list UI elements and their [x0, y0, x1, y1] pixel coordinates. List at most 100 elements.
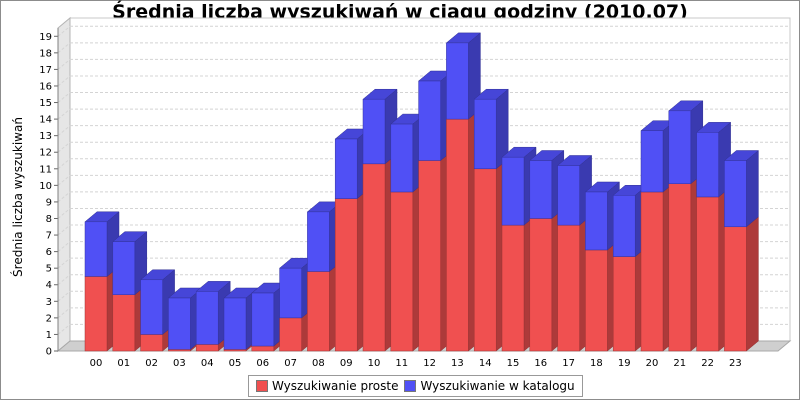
x-tick-label: 04	[201, 358, 214, 369]
bar-catalog-front	[112, 241, 136, 295]
y-tick-label: 13	[39, 131, 52, 142]
bar-simple-front	[418, 160, 441, 352]
bar-simple-front	[112, 294, 136, 352]
x-tick-label: 08	[312, 358, 325, 369]
gridline-side	[57, 307, 71, 319]
bar-catalog-front	[195, 291, 219, 345]
bar-simple-front	[724, 226, 747, 352]
bar-simple-front	[279, 317, 302, 352]
gridline-side	[57, 324, 71, 335]
x-tick-label: 01	[117, 358, 130, 369]
gridline-side	[57, 274, 71, 286]
x-tick-label: 06	[256, 358, 269, 369]
gridline-side	[57, 92, 71, 103]
gridline-side	[57, 125, 71, 137]
legend-swatch-simple	[256, 380, 268, 392]
gridline-side	[57, 75, 71, 87]
gridline-side	[57, 290, 71, 302]
bar-catalog-front	[473, 98, 497, 170]
y-tick-label: 8	[46, 214, 52, 225]
legend-swatch-catalog	[404, 380, 417, 392]
bar-catalog-front	[418, 80, 441, 161]
bar-simple-front	[251, 345, 275, 352]
x-tick-label: 23	[729, 358, 742, 369]
bar-simple-front	[140, 334, 163, 352]
legend-label-catalog: Wyszukiwanie w katalogu	[420, 379, 575, 393]
bar-simple-front	[195, 344, 219, 352]
bar-catalog-front	[724, 160, 747, 228]
x-tick-label: 05	[229, 358, 242, 369]
bar-catalog-front	[140, 279, 163, 335]
y-tick-label: 10	[39, 181, 52, 192]
x-tick-label: 09	[340, 358, 353, 369]
x-tick-label: 10	[368, 358, 381, 369]
y-tick-label: 12	[39, 148, 52, 159]
x-tick-label: 16	[534, 358, 547, 369]
gridline-side	[57, 108, 71, 120]
y-tick-label: 18	[39, 48, 52, 59]
gridline-side	[57, 59, 71, 70]
x-tick-label: 13	[451, 358, 464, 369]
gridline-side	[57, 25, 71, 37]
x-tick-label: 00	[90, 358, 103, 369]
bar-catalog-front	[446, 42, 469, 120]
bar-simple-front	[557, 224, 580, 352]
bar-catalog-front	[696, 132, 719, 198]
bar-catalog-front	[390, 123, 414, 193]
gridline-side	[57, 257, 71, 269]
bar-simple-front	[390, 191, 414, 352]
x-tick-label: 17	[562, 358, 575, 369]
bar-catalog-front	[168, 297, 191, 350]
y-tick-label: 6	[46, 247, 52, 258]
bar-simple-front	[307, 271, 330, 352]
bar-simple-front	[668, 183, 692, 352]
gridline-side	[57, 191, 71, 203]
gridline-side	[57, 141, 71, 153]
y-tick-label: 15	[39, 98, 52, 109]
legend: Wyszukiwanie proste Wyszukiwanie w katal…	[248, 375, 583, 397]
bar-catalog-front	[279, 267, 302, 319]
gridline-side	[57, 42, 71, 54]
bar-catalog-front	[362, 98, 386, 165]
bar-simple-front	[612, 256, 636, 352]
bar-simple-front	[362, 163, 386, 352]
bar-simple-side	[746, 216, 759, 352]
y-tick-label: 17	[39, 65, 52, 76]
x-tick-label: 03	[173, 358, 186, 369]
bar-catalog-front	[529, 160, 553, 219]
y-tick-label: 1	[46, 330, 52, 341]
gridline-side	[57, 224, 71, 236]
bar-catalog-front	[640, 130, 664, 193]
x-tick-label: 19	[618, 358, 631, 369]
gridline-side	[57, 174, 71, 186]
bar-catalog-front	[307, 211, 330, 272]
x-tick-label: 02	[145, 358, 158, 369]
bar-catalog-front	[668, 110, 692, 184]
bar-catalog-side	[746, 149, 759, 228]
x-tick-label: 07	[284, 358, 297, 369]
bar-catalog-front	[251, 292, 275, 347]
bar-catalog-front	[223, 297, 247, 350]
bar-simple-front	[473, 168, 497, 352]
bar-simple-front	[334, 198, 358, 352]
bar-simple-front	[585, 249, 608, 352]
y-tick-label: 11	[39, 164, 52, 175]
x-tick-label: 21	[673, 358, 686, 369]
bar-catalog-front	[612, 195, 636, 257]
bar-simple-front	[446, 118, 469, 352]
legend-item-simple: Wyszukiwanie proste	[256, 379, 398, 393]
legend-item-catalog: Wyszukiwanie w katalogu	[404, 379, 575, 393]
bar-catalog-front	[334, 138, 358, 199]
x-tick-label: 18	[590, 358, 603, 369]
bar-catalog-front	[84, 221, 108, 277]
bar-simple-front	[696, 196, 719, 352]
y-tick-label: 2	[46, 313, 52, 324]
y-tick-label: 5	[46, 264, 52, 275]
y-tick-label: 14	[39, 115, 52, 126]
x-tick-label: 11	[395, 358, 408, 369]
bar-catalog-front	[501, 156, 525, 226]
legend-label-simple: Wyszukiwanie proste	[272, 379, 399, 393]
gridline-side	[57, 208, 71, 219]
x-tick-label: 14	[479, 358, 492, 369]
